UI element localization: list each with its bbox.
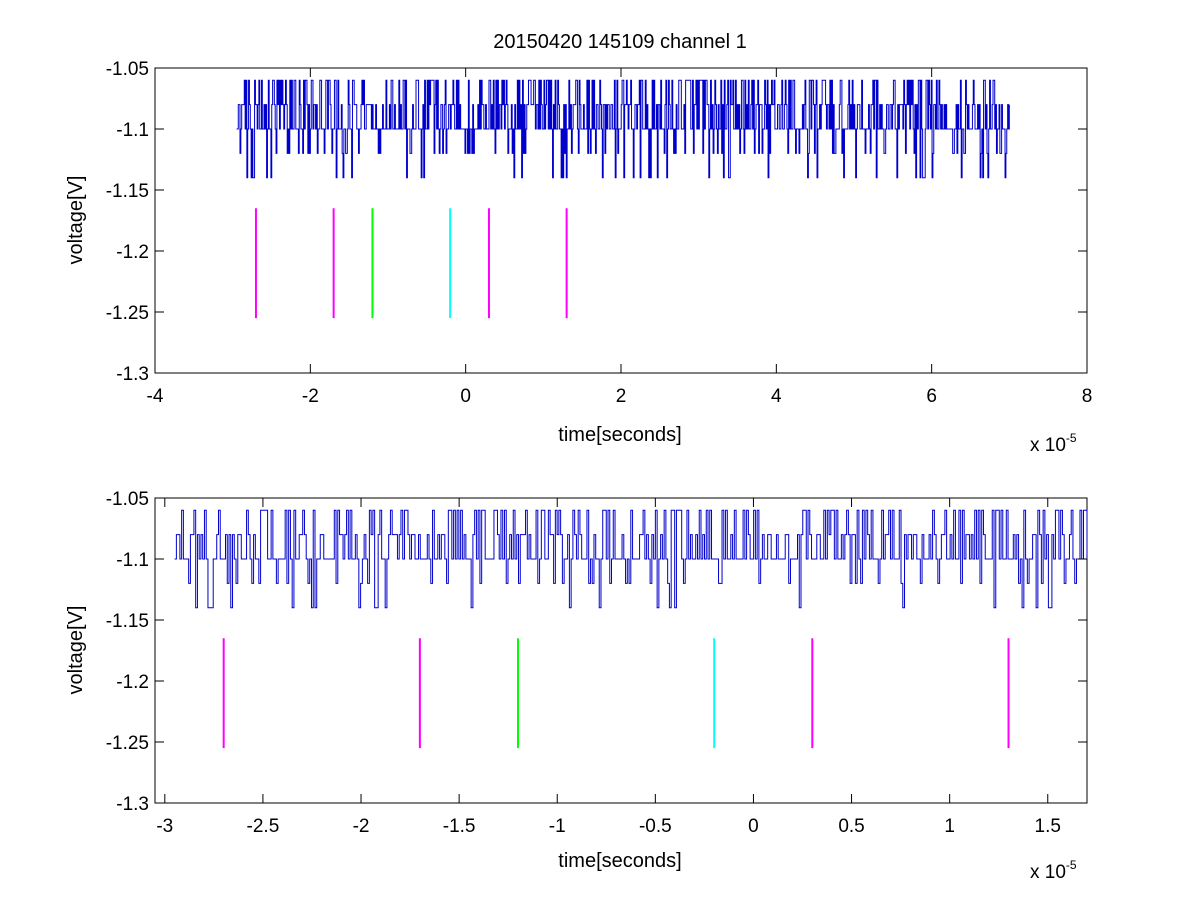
- top-markers: [254, 208, 568, 319]
- top-x-tick-label: -4: [147, 386, 164, 407]
- top-x-axis-label: time[seconds]: [558, 424, 681, 446]
- top-y-tick-label: -1.1: [116, 120, 149, 141]
- top-x-tick-label: 4: [771, 386, 782, 407]
- top-signal-trace: [236, 79, 1010, 179]
- bottom-x-exponent-base: x 10: [1030, 862, 1066, 883]
- bottom-y-tick-label: -1.2: [116, 672, 149, 693]
- bottom-signal-trace: [174, 509, 1088, 609]
- top-y-tick-label: -1.15: [106, 181, 149, 202]
- bottom-x-ticks: -3 -2.5 -2 -1.5 -1 -0.5 0 0.5 1 1.5: [156, 498, 1061, 837]
- bottom-y-axis-label: voltage[V]: [65, 606, 87, 695]
- chart-title: 20150420 145109 channel 1: [493, 31, 747, 53]
- top-y-axis-label: voltage[V]: [65, 176, 87, 265]
- top-x-tick-label: -2: [302, 386, 319, 407]
- bottom-axes-box: [154, 497, 1088, 804]
- bottom-x-axis-label: time[seconds]: [558, 850, 681, 872]
- bottom-x-tick-label: -0.5: [639, 816, 672, 837]
- top-y-tick-label: -1.05: [106, 59, 149, 80]
- bottom-x-tick-label: 1: [944, 816, 955, 837]
- bottom-x-tick-label: -1.5: [443, 816, 476, 837]
- bottom-plot: -3 -2.5 -2 -1.5 -1 -0.5 0 0.5 1 1.5 -1.3 -1.25 -1.2…: [65, 489, 1088, 883]
- top-x-tick-label: 6: [926, 386, 937, 407]
- bottom-x-tick-label: -3: [156, 816, 173, 837]
- top-y-tick-label: -1.3: [116, 364, 149, 385]
- bottom-y-tick-label: -1.15: [106, 611, 149, 632]
- bottom-x-tick-label: 1.5: [1035, 816, 1061, 837]
- bottom-x-exponent-power: -5: [1066, 858, 1077, 872]
- top-plot: 20150420 145109 channel 1 -4 -2 0 2 4 6 8 -1.3…: [65, 31, 1092, 456]
- top-x-ticks: -4 -2 0 2 4 6 8: [147, 68, 1093, 407]
- bottom-y-tick-label: -1.3: [116, 794, 149, 815]
- top-y-ticks: -1.3 -1.25 -1.2 -1.15 -1.1 -1.05: [106, 59, 1087, 385]
- bottom-x-exponent: x 10-5: [1030, 858, 1077, 883]
- top-x-exponent-base: x 10: [1030, 435, 1066, 456]
- top-y-tick-label: -1.2: [116, 242, 149, 263]
- top-x-exponent: x 10-5: [1030, 431, 1077, 456]
- bottom-signal: [174, 509, 1088, 609]
- top-x-exponent-power: -5: [1066, 431, 1077, 445]
- top-x-tick-label: 2: [616, 386, 627, 407]
- bottom-x-tick-label: -2.5: [247, 816, 280, 837]
- bottom-y-ticks: -1.3 -1.25 -1.2 -1.15 -1.1 -1.05: [106, 489, 1087, 815]
- bottom-y-tick-label: -1.25: [106, 733, 149, 754]
- top-x-tick-label: 8: [1082, 386, 1093, 407]
- bottom-x-tick-label: 0.5: [838, 816, 864, 837]
- bottom-y-tick-label: -1.05: [106, 489, 149, 510]
- bottom-y-tick-label: -1.1: [116, 550, 149, 571]
- bottom-markers: [222, 638, 1010, 749]
- bottom-x-tick-label: -2: [353, 816, 370, 837]
- bottom-x-tick-label: -1: [549, 816, 566, 837]
- top-signal: [236, 79, 1010, 179]
- top-y-tick-label: -1.25: [106, 303, 149, 324]
- top-x-tick-label: 0: [460, 386, 471, 407]
- bottom-x-tick-label: 0: [748, 816, 759, 837]
